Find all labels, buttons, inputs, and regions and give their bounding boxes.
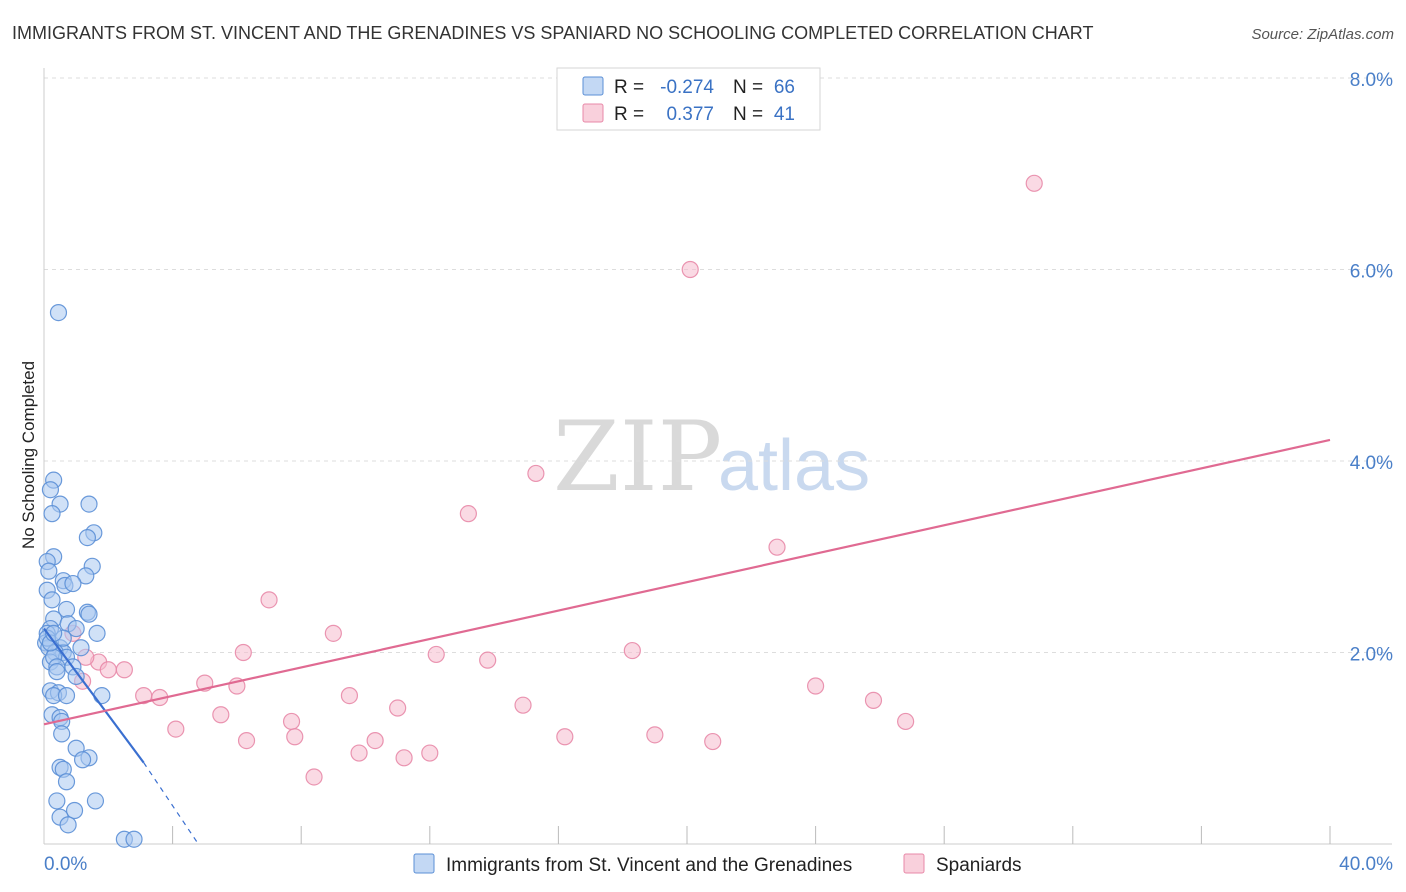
spaniards-point-23 [389,699,407,717]
y-axis-label: No Schooling Completed [19,361,38,549]
spaniards-point-14 [99,661,117,679]
y-tick-label-2: 6.0% [1350,262,1393,283]
series-legend: Immigrants from St. Vincent and the Gren… [413,853,1022,876]
immigrants-point-59 [59,816,77,834]
legend-n-value-blue: 66 [774,77,795,98]
immigrants-point-51 [73,751,92,769]
spaniards-point-29 [167,720,185,738]
immigrants-point-25 [88,624,106,642]
spaniards-point-38 [421,744,439,762]
immigrants-point-33 [72,639,90,657]
watermark-atlas: atlas [718,426,870,506]
legend-r-value-pink: 0.377 [666,104,714,125]
immigrants-point-48 [53,725,71,743]
spaniards-trend-line [43,438,1331,726]
spaniards-point-35 [646,726,664,744]
spaniards-point-37 [350,744,368,762]
immigrants-point-15 [64,574,82,593]
spaniards-point-32 [286,728,304,746]
immigrants-point-44 [57,686,76,705]
spaniards-point-33 [366,731,384,750]
spaniards-point-15 [115,661,133,679]
spaniards-point-1 [1025,174,1043,192]
immigrants-point-2 [41,481,60,499]
spaniards-point-26 [864,691,883,709]
trend-lines [43,438,1331,845]
immigrants-point-26 [67,619,85,638]
legend-n-label-pink: N = [733,104,763,125]
y-tick-label-1: 4.0% [1350,453,1393,474]
y-tick-label-3: 8.0% [1350,70,1393,91]
spaniards-point-22 [340,686,359,705]
immigrants-trend-line [43,627,145,764]
spaniards-point-10 [427,645,445,664]
legend-swatch-pink [582,103,604,123]
immigrants-point-54 [57,773,76,791]
spaniards-point-6 [260,591,278,609]
y-tick-labels: 2.0% 4.0% 6.0% 8.0% [1350,70,1393,666]
spaniards-point-5 [768,538,786,556]
watermark: ZIP atlas [553,401,870,513]
bottom-legend-swatch-blue [413,853,435,874]
correlation-legend: R = -0.274 N = 66 R = 0.377 N = 41 [556,67,821,131]
immigrants-point-17 [43,591,61,609]
immigrants-point-5 [43,505,61,523]
spaniards-point-24 [514,696,532,714]
immigrants-point-61 [125,830,143,848]
spaniards-point-30 [897,712,915,731]
spaniards-point-7 [324,624,342,642]
spaniards-point-34 [556,728,574,746]
spaniards-point-2 [681,260,699,279]
immigrants-point-39 [67,667,85,686]
legend-n-value-pink: 41 [774,104,795,125]
y-tick-label-0: 2.0% [1350,645,1393,666]
spaniards-point-27 [212,706,230,724]
legend-r-label-pink: R = [614,104,644,125]
spaniards-point-36 [704,732,722,751]
spaniards-point-25 [806,677,825,695]
immigrants-points [37,303,143,848]
immigrants-point-12 [77,567,95,585]
immigrants-point-11 [40,562,58,580]
immigrants-point-57 [65,801,84,820]
immigrants-point-55 [48,792,66,810]
spaniards-point-28 [282,712,301,731]
spaniards-point-4 [459,505,477,523]
bottom-legend-label-blue: Immigrants from St. Vincent and the Gren… [446,855,852,876]
legend-swatch-blue [582,76,604,96]
legend-r-label-blue: R = [614,77,644,98]
spaniards-point-39 [395,749,413,767]
x-tick-label-1: 40.0% [1339,854,1393,875]
bottom-legend-label-pink: Spaniards [936,855,1022,876]
gridlines [44,77,1392,653]
immigrants-point-20 [80,605,98,623]
spaniards-point-12 [623,641,641,660]
spaniards-point-3 [527,464,545,483]
watermark-zip: ZIP [553,401,722,513]
chart-title: IMMIGRANTS FROM ST. VINCENT AND THE GREN… [12,23,1093,43]
immigrants-point-4 [80,495,98,513]
immigrants-point-7 [78,528,97,547]
spaniards-point-31 [237,731,256,750]
x-tick-labels: 0.0% 40.0% [44,854,1393,875]
immigrants-point-56 [86,792,105,810]
bottom-legend-swatch-pink [903,853,925,874]
immigrants-point-0 [49,303,68,322]
immigrants-point-38 [48,663,66,681]
legend-r-value-blue: -0.274 [660,77,714,98]
spaniards-point-40 [305,768,323,786]
spaniards-points [64,78,1043,786]
x-tick-label-0: 0.0% [44,854,87,875]
spaniards-point-9 [234,643,252,662]
immigrants-point-43 [93,686,111,705]
source-label: Source: ZipAtlas.com [1251,26,1394,43]
immigrants-trend-line-extension [143,762,199,845]
spaniards-point-11 [479,651,497,669]
legend-n-label-blue: N = [733,77,763,98]
